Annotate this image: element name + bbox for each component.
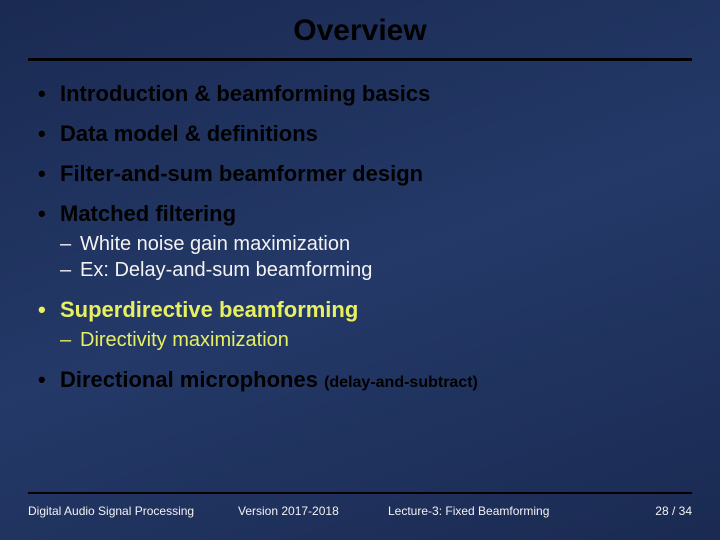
sub-bullet-text: Ex: Delay-and-sum beamforming <box>80 259 372 281</box>
bullet-item: Filter-and-sum beamformer design <box>38 161 682 187</box>
bullet-note: (delay-and-subtract) <box>324 374 478 391</box>
bullet-list: Introduction & beamforming basics Data m… <box>38 81 682 393</box>
bullet-item: Data model & definitions <box>38 121 682 147</box>
sub-bullet-item: White noise gain maximization <box>60 231 682 257</box>
sub-bullet-text: White noise gain maximization <box>80 233 350 255</box>
sub-bullet-list: White noise gain maximization Ex: Delay-… <box>60 231 682 283</box>
bullet-item: Matched filtering White noise gain maxim… <box>38 201 682 283</box>
bullet-text: Superdirective beamforming <box>60 297 358 322</box>
bullet-text: Directional microphones <box>60 367 318 392</box>
slide-footer: Digital Audio Signal Processing Version … <box>0 492 720 518</box>
sub-bullet-item: Directivity maximization <box>60 327 682 353</box>
footer-course: Digital Audio Signal Processing <box>28 504 238 518</box>
footer-page-number: 28 / 34 <box>655 504 692 518</box>
bullet-text: Introduction & beamforming basics <box>60 81 430 106</box>
slide-title: Overview <box>0 0 720 58</box>
sub-bullet-item: Ex: Delay-and-sum beamforming <box>60 257 682 283</box>
bullet-item: Directional microphones (delay-and-subtr… <box>38 367 682 393</box>
bullet-text: Data model & definitions <box>60 121 318 146</box>
sub-bullet-list: Directivity maximization <box>60 327 682 353</box>
footer-row: Digital Audio Signal Processing Version … <box>28 504 692 518</box>
footer-version: Version 2017-2018 <box>238 504 388 518</box>
bullet-item-highlight: Superdirective beamforming Directivity m… <box>38 297 682 353</box>
footer-divider <box>28 492 692 494</box>
footer-lecture: Lecture-3: Fixed Beamforming <box>388 504 655 518</box>
bullet-text: Filter-and-sum beamformer design <box>60 161 423 186</box>
bullet-text: Matched filtering <box>60 201 236 226</box>
sub-bullet-text: Directivity maximization <box>80 329 289 351</box>
slide-content: Introduction & beamforming basics Data m… <box>0 61 720 393</box>
slide: Overview Introduction & beamforming basi… <box>0 0 720 540</box>
bullet-item: Introduction & beamforming basics <box>38 81 682 107</box>
